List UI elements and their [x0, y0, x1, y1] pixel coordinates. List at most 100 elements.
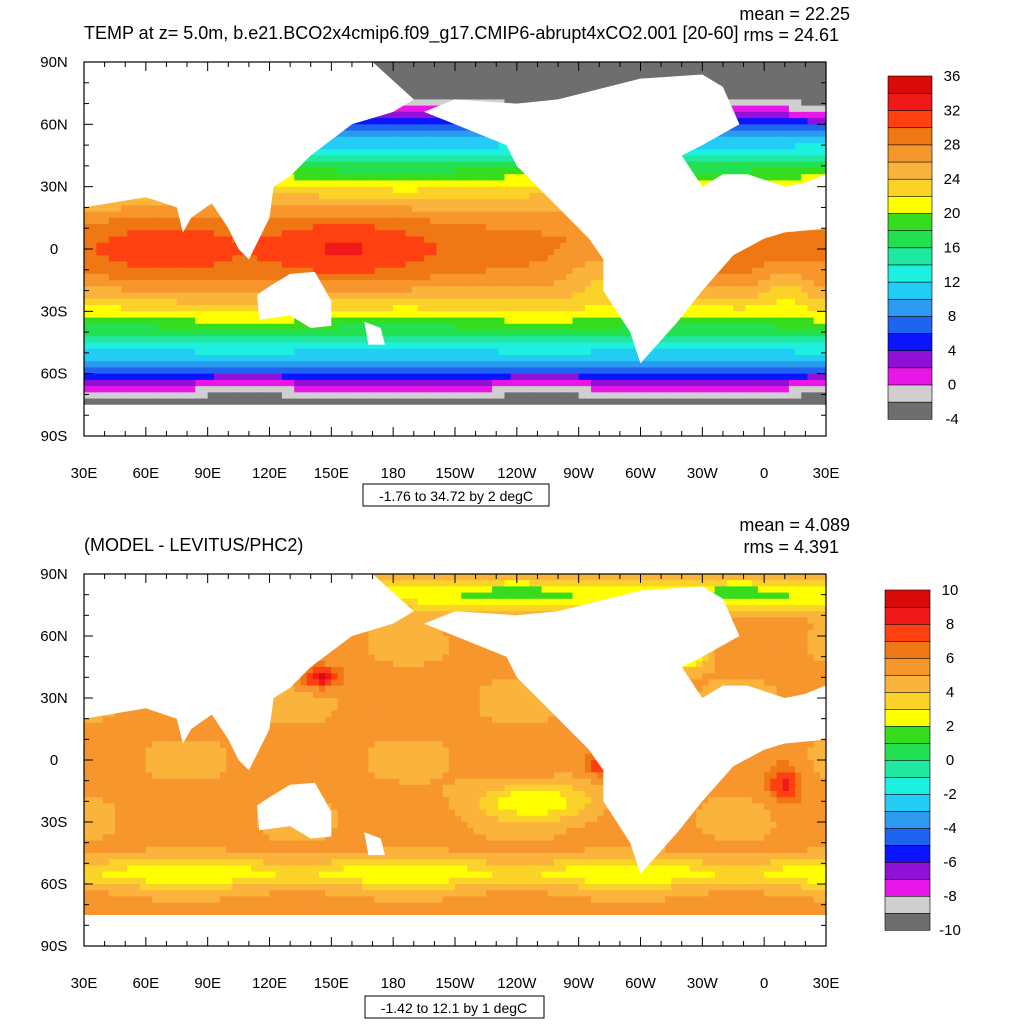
- colorbar-box: [884, 742, 931, 761]
- colorbar-box: [884, 623, 931, 642]
- x-tick-label: 60W: [625, 975, 657, 992]
- colorbar-box: [887, 75, 933, 94]
- x-tick-label: 60E: [132, 465, 159, 482]
- colorbar-label: 36: [944, 68, 961, 85]
- colorbar-box: [884, 657, 931, 676]
- colorbar-label: 0: [946, 752, 954, 769]
- x-tick-label: 90W: [563, 465, 595, 482]
- x-tick-label: 90E: [194, 465, 221, 482]
- colorbar-label: 32: [944, 102, 961, 119]
- x-tick-label: 90E: [194, 975, 221, 992]
- colorbar-box: [887, 350, 933, 369]
- y-tick-label: 30N: [40, 690, 68, 707]
- range-box: -1.76 to 34.72 by 2 degC: [362, 483, 550, 507]
- y-tick-label: 60N: [40, 628, 68, 645]
- colorbar-box: [884, 810, 931, 829]
- land: [364, 832, 385, 856]
- colorbar-label: -6: [943, 854, 956, 871]
- colorbar-box: [887, 127, 933, 146]
- colorbar-box: [884, 912, 931, 931]
- colorbar-box: [884, 895, 931, 914]
- x-tick-label: 180: [381, 975, 406, 992]
- x-tick-label: 90W: [563, 975, 595, 992]
- y-tick-label: 0: [50, 752, 58, 769]
- x-tick-label: 30W: [687, 975, 719, 992]
- y-tick-label: 90N: [40, 566, 68, 583]
- y-tick-label: 30N: [40, 179, 68, 196]
- rms-label: rms = 24.61: [743, 25, 839, 45]
- range-label: -1.76 to 34.72 by 2 degC: [379, 488, 533, 504]
- y-tick-label: 60S: [41, 366, 68, 383]
- range-label: -1.42 to 12.1 by 1 degC: [381, 1000, 527, 1016]
- land: [424, 74, 826, 364]
- colorbar-label: 4: [948, 342, 956, 359]
- colorbar-box: [884, 691, 931, 710]
- colorbar-label: 2: [946, 718, 954, 735]
- colorbar-box: [887, 332, 933, 352]
- x-tick-label: 60E: [132, 975, 159, 992]
- colorbar-box: [884, 589, 931, 608]
- x-tick-label: 0: [760, 465, 768, 482]
- colorbar-label: -10: [939, 922, 961, 939]
- panel-title: TEMP at z= 5.0m, b.e21.BCO2x4cmip6.f09_g…: [84, 23, 739, 44]
- y-axis: 90N 60N 30N 0 30S 60S 90S: [40, 54, 826, 445]
- y-tick-label: 30S: [41, 814, 68, 831]
- y-tick-label: 60N: [40, 116, 68, 133]
- panel-difference: (MODEL - LEVITUS/PHC2) mean = 4.089 rms …: [40, 515, 961, 1019]
- colorbar-label: 28: [944, 137, 961, 154]
- range-box: -1.42 to 12.1 by 1 degC: [364, 995, 545, 1019]
- x-tick-label: 150W: [435, 975, 475, 992]
- colorbar-label: 8: [946, 616, 954, 633]
- y-tick-label: 90N: [40, 54, 68, 71]
- x-tick-label: 150E: [314, 465, 349, 482]
- x-axis: 30E 60E 90E 120E 150E 180 150W 120W 90W 60W 30W 0 30…: [71, 574, 839, 992]
- colorbar-box: [887, 384, 933, 403]
- x-tick-label: 30E: [71, 975, 98, 992]
- x-tick-label: 150E: [314, 975, 349, 992]
- mean-label: mean = 4.089: [739, 515, 850, 535]
- colorbar-box: [887, 110, 933, 129]
- x-tick-label: 120W: [497, 465, 537, 482]
- colorbar-box: [884, 776, 931, 795]
- colorbar-box: [887, 264, 933, 283]
- colorbar-box: [887, 92, 933, 111]
- colorbar-box: [887, 144, 933, 163]
- x-tick-label: 180: [381, 465, 406, 482]
- y-tick-label: 90S: [41, 428, 68, 445]
- colorbar-label: 6: [946, 650, 954, 667]
- colorbar-box: [887, 161, 933, 180]
- mean-label: mean = 22.25: [739, 4, 850, 24]
- colorbar-box: [887, 230, 933, 249]
- x-axis: 30E 60E 90E 120E 150E 180 150W 120W 90W 60W 30W 0 30…: [71, 62, 840, 482]
- colorbar-box: [884, 861, 931, 880]
- colorbar-label: -2: [943, 786, 956, 803]
- colorbar-label: 0: [948, 377, 956, 394]
- colorbar-box: [884, 606, 931, 625]
- colorbar-box: [884, 708, 931, 727]
- panel-title: (MODEL - LEVITUS/PHC2): [84, 535, 303, 555]
- x-tick-label: 120E: [252, 465, 287, 482]
- colorbar-label: 20: [944, 205, 961, 222]
- land: [257, 271, 332, 328]
- colorbar-label: 16: [944, 240, 961, 257]
- colorbar-label: 10: [942, 582, 959, 599]
- colorbar-label: -8: [943, 888, 956, 905]
- y-tick-label: 0: [50, 241, 58, 258]
- land: [257, 782, 332, 839]
- colorbar-box: [884, 725, 931, 744]
- x-tick-label: 30E: [813, 465, 840, 482]
- y-axis: 90N 60N 30N 0 30S 60S 90S: [40, 566, 826, 955]
- colorbar-label: 12: [944, 274, 961, 291]
- rms-label: rms = 4.391: [743, 537, 839, 557]
- colorbar-box: [884, 640, 931, 659]
- colorbar-box: [887, 195, 933, 214]
- colorbar-label: 24: [944, 171, 961, 188]
- colorbar-box: [884, 878, 931, 897]
- colorbar-box: [884, 759, 931, 778]
- colorbar-box: [887, 367, 933, 386]
- colorbar-box: [887, 401, 933, 420]
- colorbar-box: [887, 212, 933, 231]
- colorbar-box: [884, 793, 931, 812]
- colorbar-box: [884, 674, 931, 693]
- colorbar-box: [887, 281, 933, 300]
